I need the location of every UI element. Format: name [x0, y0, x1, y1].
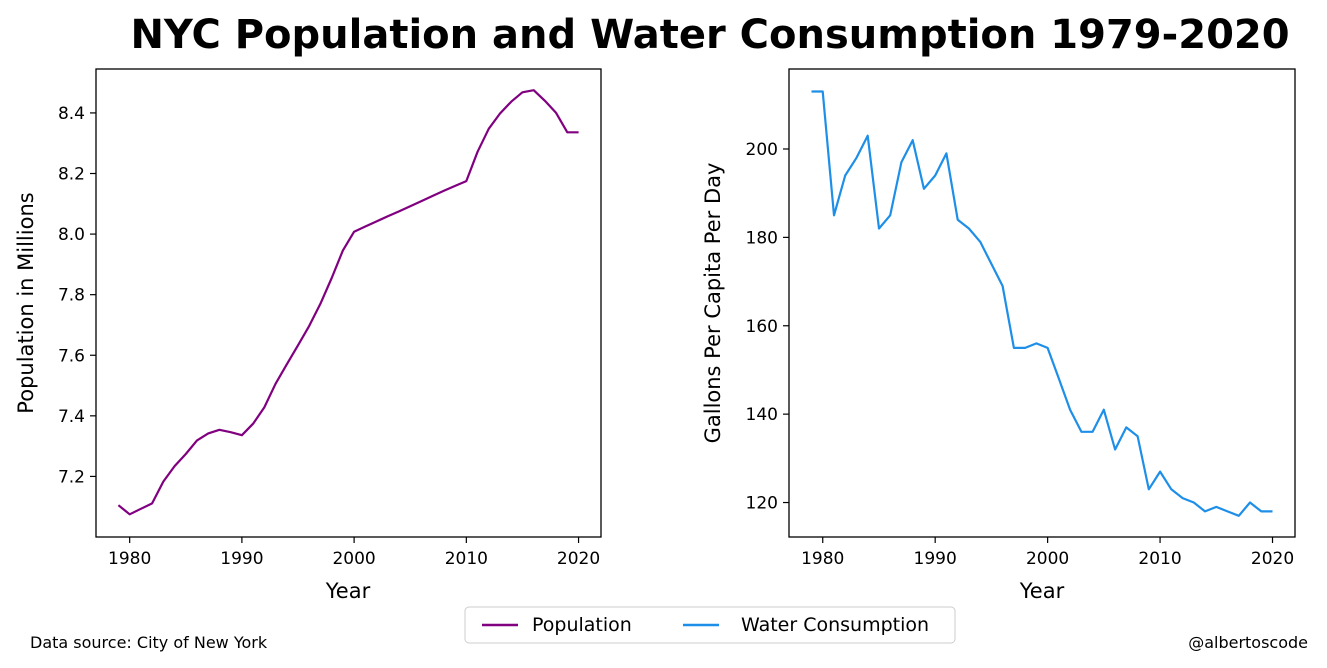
water-x-tick-label: 1990 [914, 549, 957, 569]
population-x-tick-label: 2010 [445, 549, 488, 569]
water-consumption-chart: 1980 1990 2000 2010 2020 120 140 160 180 200 Year… [701, 68, 1296, 603]
author-credit: @albertoscode [1188, 633, 1308, 652]
water-ticks: 1980 1990 2000 2010 2020 120 140 160 180 200 [746, 140, 1295, 569]
water-x-axis-label: Year [1019, 579, 1065, 603]
data-source-note: Data source: City of New York [30, 633, 268, 652]
water-y-tick-label: 140 [746, 405, 778, 425]
legend-label-water-consumption: Water Consumption [741, 614, 929, 636]
water-plot-frame [788, 68, 1296, 538]
chart-title: NYC Population and Water Consumption 197… [130, 12, 1289, 58]
legend-label-population: Population [532, 614, 632, 636]
population-y-tick-label: 8.0 [58, 225, 85, 245]
water-x-tick-label: 2010 [1138, 549, 1181, 569]
population-x-tick-label: 1980 [108, 549, 151, 569]
population-y-tick-label: 7.8 [58, 286, 85, 306]
population-ticks: 1980 1990 2000 2010 2020 7.2 7.4 7.6 7.8 8.0 8.2 8.… [58, 104, 600, 569]
population-y-axis-label: Population in Millions [14, 192, 38, 413]
water-y-tick-label: 180 [746, 228, 778, 248]
population-x-tick-label: 2020 [557, 549, 600, 569]
population-y-tick-label: 8.4 [58, 104, 85, 124]
water-x-tick-label: 2020 [1251, 549, 1294, 569]
population-y-tick-label: 7.2 [58, 467, 85, 487]
water-x-tick-label: 2000 [1026, 549, 1069, 569]
water-y-tick-label: 200 [746, 140, 778, 160]
population-y-tick-label: 7.4 [58, 407, 85, 427]
water-y-tick-label: 120 [746, 494, 778, 514]
population-line [117, 89, 579, 516]
population-x-tick-label: 1990 [220, 549, 263, 569]
water-consumption-line [811, 90, 1273, 517]
population-y-tick-label: 8.2 [58, 165, 85, 185]
water-x-tick-label: 1980 [801, 549, 844, 569]
population-x-axis-label: Year [325, 579, 371, 603]
water-y-tick-label: 160 [746, 317, 778, 337]
population-plot-frame [95, 68, 602, 538]
population-chart: 1980 1990 2000 2010 2020 7.2 7.4 7.6 7.8 8.0 8.2 8.… [14, 68, 602, 603]
population-y-tick-label: 7.6 [58, 346, 85, 366]
population-x-tick-label: 2000 [332, 549, 375, 569]
legend: Population Water Consumption [464, 606, 956, 644]
water-y-axis-label: Gallons Per Capita Per Day [701, 163, 725, 444]
